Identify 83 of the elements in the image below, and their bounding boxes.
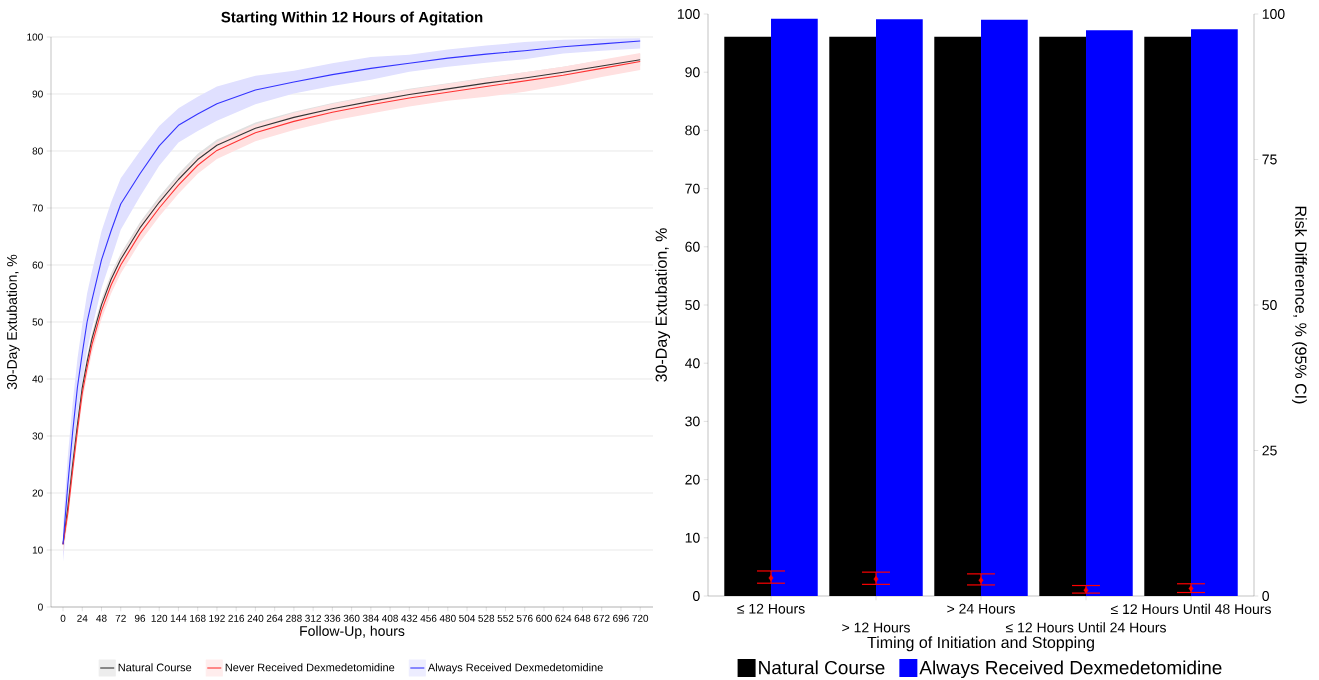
x-tick-label: 72 (115, 614, 126, 622)
x-tick-label: 672 (593, 614, 610, 622)
legend-label: Natural Course (118, 663, 192, 672)
y-tick-label: 90 (32, 90, 43, 98)
x-tick-label: 48 (96, 614, 107, 622)
x-tick-label: 24 (77, 614, 88, 622)
x-tick-label: 504 (459, 614, 476, 622)
bar (724, 36, 772, 596)
bar (1144, 36, 1192, 596)
y2-tick-label: 100 (1262, 9, 1285, 19)
x-tick-label: 384 (362, 614, 379, 622)
y-tick-label: 30 (32, 432, 43, 440)
legend-label: Always Received Dexmedetomidine (427, 663, 603, 674)
y2-tick-label: 25 (1262, 445, 1277, 456)
bar (771, 18, 818, 596)
y-tick-label: 0 (693, 591, 700, 601)
x-tick-label: 480 (439, 614, 456, 622)
x-tick-label: 408 (381, 614, 398, 622)
x-tick-label: 600 (536, 614, 552, 622)
legend-label: Always Received Dexmedetomidine (919, 660, 1222, 679)
x-tick-label: 696 (613, 614, 629, 622)
x-tick-label: > 24 Hours (947, 603, 1015, 614)
legend-label: Never Received Dexmedetomidine (225, 663, 395, 672)
chart-title: Starting Within 12 Hours of Agitation (221, 11, 483, 26)
x-tick-label: 336 (324, 614, 341, 622)
x-tick-label: 216 (228, 614, 245, 622)
y-tick-label: 10 (32, 546, 43, 554)
x-tick-label: 240 (247, 614, 264, 622)
y2-tick-label: 0 (1262, 591, 1270, 601)
y-tick-label: 40 (684, 358, 700, 369)
x-tick-label: 192 (209, 614, 225, 622)
y-tick-label: 70 (685, 183, 700, 194)
y-tick-label: 20 (32, 489, 43, 497)
bar (981, 19, 1028, 596)
y-tick-label: 10 (685, 532, 700, 543)
x-tick-label: 144 (170, 614, 187, 622)
x-tick-label: ≤ 12 Hours (737, 603, 805, 614)
x-tick-label: ≤ 12 Hours Until 48 Hours (1110, 603, 1271, 615)
bar (829, 36, 877, 596)
x-tick-label: 96 (134, 614, 146, 622)
x-tick-label: 360 (343, 614, 360, 622)
y-axis-title: 30-Day Extubation, % (655, 228, 671, 382)
y-tick-label: 80 (685, 125, 700, 136)
y2-tick-label: 75 (1262, 154, 1277, 165)
y-tick-label: 40 (32, 375, 43, 383)
y-tick-label: 60 (685, 241, 700, 252)
y-tick-label: 30 (685, 416, 700, 427)
y-tick-label: 80 (32, 147, 43, 155)
x-tick-label: 648 (574, 614, 591, 622)
y-tick-label: 50 (685, 300, 700, 310)
bar (876, 19, 923, 596)
legend-label: Natural Course (759, 660, 885, 675)
x-tick-label: 576 (516, 614, 533, 622)
x-axis-title: Follow-Up, hours (300, 625, 405, 639)
x-tick-label: 0 (60, 614, 66, 622)
y-tick-label: 70 (32, 204, 43, 212)
x-tick-label: 312 (305, 614, 321, 622)
y2-axis-title: Risk Difference, % (95% CI) (1291, 206, 1307, 404)
y2-tick-label: 50 (1262, 300, 1277, 310)
bar (1191, 29, 1238, 596)
x-tick-label: 720 (632, 614, 649, 622)
bar (934, 36, 982, 596)
x-tick-label: 624 (555, 614, 572, 622)
x-tick-label: 288 (286, 614, 302, 622)
x-tick-label: 528 (478, 614, 495, 622)
x-tick-label: 432 (401, 614, 418, 622)
x-tick-label: 456 (420, 614, 437, 622)
bar (1039, 36, 1087, 596)
x-tick-label: ≤ 12 Hours Until 24 Hours (1005, 622, 1166, 633)
bar (1086, 30, 1133, 596)
y-tick-label: 50 (32, 318, 43, 326)
y-tick-label: 100 (27, 33, 43, 41)
x-tick-label: 552 (497, 614, 514, 622)
x-axis-title: Timing of Initiation and Stopping (867, 636, 1094, 652)
x-tick-label: 264 (266, 614, 283, 622)
x-tick-label: 120 (151, 614, 168, 622)
x-tick-label: 168 (190, 614, 206, 622)
y-axis-title: 30-Day Extubation, % (6, 254, 20, 390)
y-tick-label: 90 (685, 67, 700, 78)
y-tick-label: 100 (677, 9, 700, 19)
y-tick-label: 20 (685, 474, 700, 485)
x-tick-label: > 12 Hours (842, 622, 910, 633)
y-tick-label: 60 (32, 261, 43, 269)
